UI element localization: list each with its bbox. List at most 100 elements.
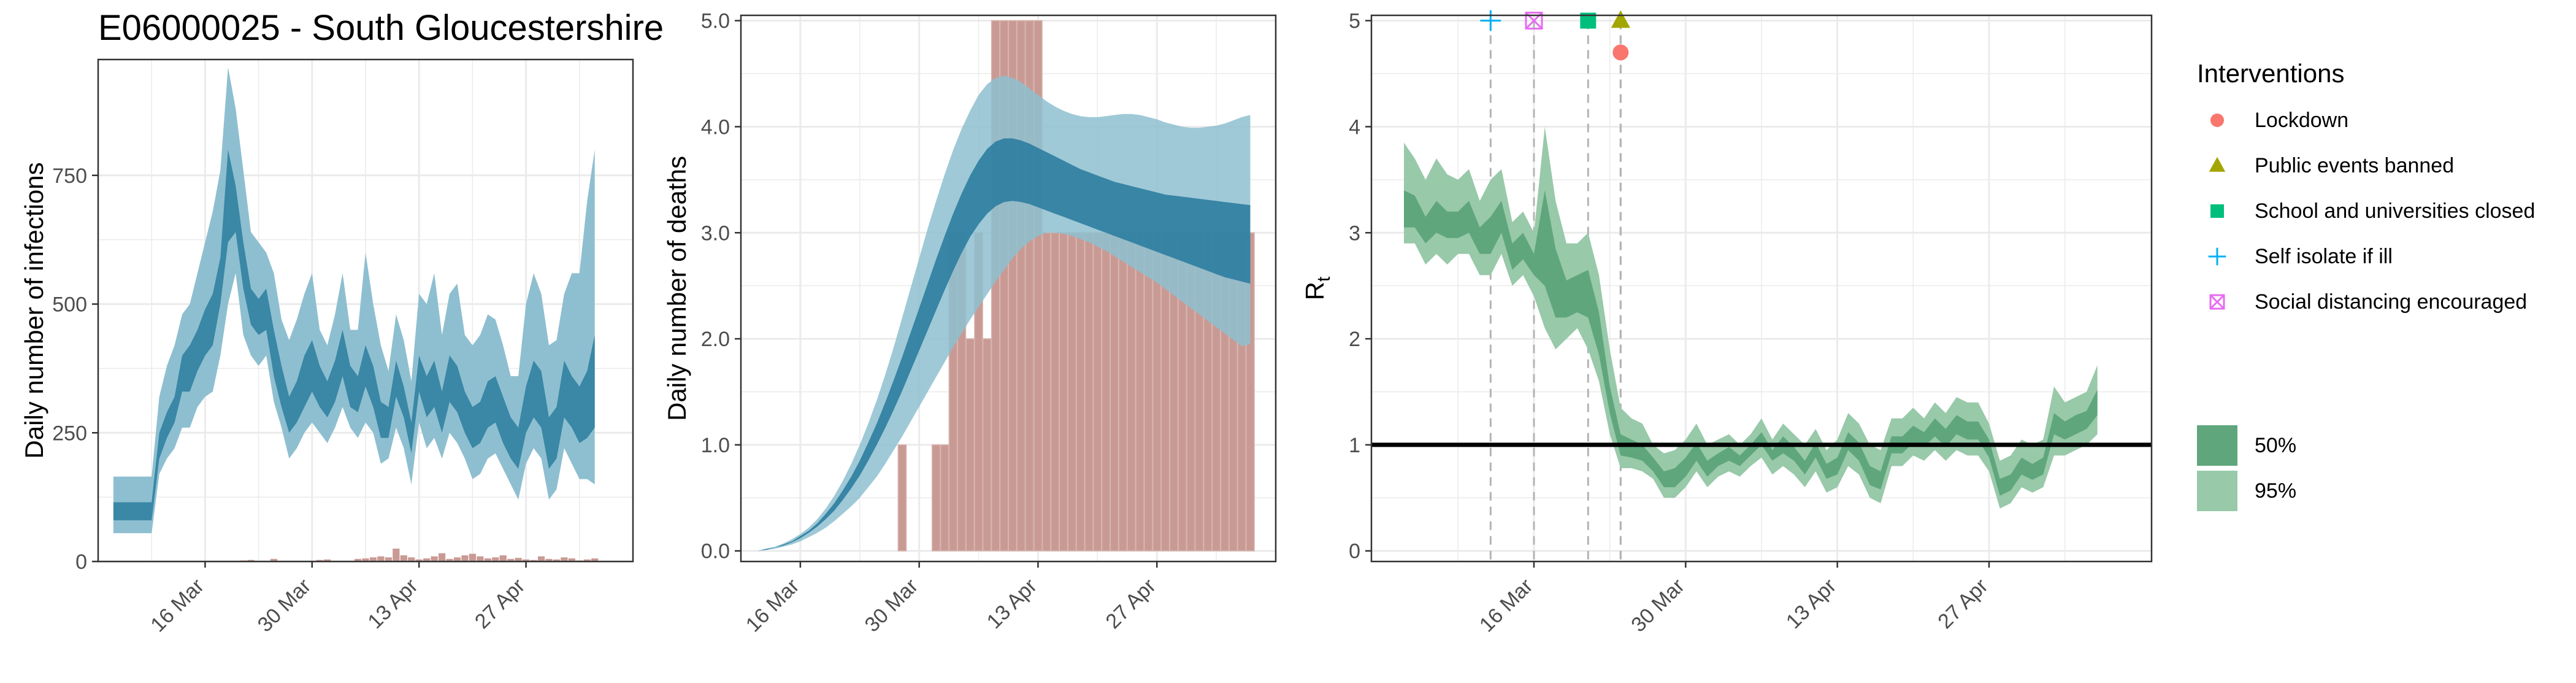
observed-bar xyxy=(568,558,575,561)
observed-cases-bars xyxy=(240,549,599,561)
observed-bar xyxy=(461,555,469,561)
legend-item-label: Social distancing encouraged xyxy=(2255,290,2528,314)
y-tick-label: 0 xyxy=(1349,540,1360,563)
y-tick-label: 5.0 xyxy=(701,10,730,33)
legend-band-swatch xyxy=(2197,425,2237,466)
observed-bar xyxy=(515,558,522,561)
y-tick-label: 250 xyxy=(52,422,87,445)
observed-bar xyxy=(431,556,438,561)
triangle-icon xyxy=(2209,156,2226,172)
observed-bar xyxy=(507,558,515,561)
rt-x-axis: 16 Mar 30 Mar 13 Apr 27 Apr xyxy=(1475,561,1993,636)
rt-chart: 0 1 2 3 4 5 16 Mar 30 Mar 13 Apr 27 Apr Rt xyxy=(1300,10,2153,636)
y-tick-label: 3 xyxy=(1349,222,1360,245)
legend-item-square: School and universities closed xyxy=(2197,193,2565,230)
x-tick-label: 27 Apr xyxy=(470,574,529,633)
x-tick-label: 16 Mar xyxy=(1475,574,1538,637)
legend-item-label: Public events banned xyxy=(2255,153,2455,177)
y-tick-label: 0 xyxy=(75,550,87,574)
interventions-legend-title: Interventions xyxy=(2197,59,2345,88)
legend-band-swatch xyxy=(2197,471,2237,511)
self-isolate-marker xyxy=(2208,247,2226,266)
y-tick-label: 500 xyxy=(52,293,87,317)
rt-band-50 xyxy=(1404,190,2098,496)
observed-bar xyxy=(1092,232,1102,552)
observed-bar xyxy=(316,560,323,561)
deaths-chart: 0.0 1.0 2.0 3.0 4.0 5.0 16 Mar 30 Mar 13 Apr 27 A… xyxy=(662,10,1277,636)
observed-bar xyxy=(1084,232,1094,552)
y-tick-label: 1.0 xyxy=(701,434,730,457)
y-tick-label: 750 xyxy=(52,164,87,188)
observed-bar xyxy=(377,556,385,561)
x-tick-label: 13 Apr xyxy=(363,574,422,633)
observed-bar xyxy=(408,557,415,561)
deaths-x-axis: 16 Mar 30 Mar 13 Apr 27 Apr xyxy=(742,561,1160,636)
x-tick-label: 27 Apr xyxy=(1933,574,1992,633)
social-distancing-marker xyxy=(2209,294,2225,310)
observed-bar xyxy=(247,560,255,561)
deaths-panel-border xyxy=(740,14,1277,563)
rt-y-axis: 0 1 2 3 4 5 xyxy=(1349,10,1371,563)
observed-bar xyxy=(1135,232,1144,552)
observed-bar xyxy=(1101,232,1111,552)
observed-bar xyxy=(522,559,530,561)
observed-bar xyxy=(1127,232,1137,552)
observed-bar xyxy=(1143,232,1153,552)
infections-y-axis-title: Daily number of infections xyxy=(20,162,48,458)
deaths-y-axis-title: Daily number of deaths xyxy=(662,156,691,421)
bands-legend: 50% 95% xyxy=(2197,423,2442,515)
observed-bar xyxy=(1050,232,1060,552)
observed-bar xyxy=(897,444,907,552)
x-tick-label: 30 Mar xyxy=(253,574,316,637)
legend-item-label: Self isolate if ill xyxy=(2255,244,2393,268)
y-tick-label: 0.0 xyxy=(701,540,730,563)
infections-chart: 0 250 500 750 16 Mar 30 Mar 13 Apr 27 Apr Daily … xyxy=(20,58,634,637)
y-tick-label: 3.0 xyxy=(701,222,730,245)
observed-bar xyxy=(400,555,407,561)
observed-bar xyxy=(270,558,278,561)
rt-panel-border xyxy=(1370,14,2153,563)
observed-bar xyxy=(1076,232,1086,552)
legend-band-50pct: 50% xyxy=(2197,423,2442,468)
legend-item-plus: Self isolate if ill xyxy=(2197,238,2565,275)
circle-icon xyxy=(2210,114,2224,127)
rt-y-axis-title: Rt xyxy=(1300,276,1334,300)
observed-bar xyxy=(940,444,949,552)
observed-bar xyxy=(561,557,568,561)
observed-bar xyxy=(1067,232,1077,552)
observed-bar xyxy=(1041,232,1051,552)
x-tick-label: 16 Mar xyxy=(146,574,209,637)
observed-bar xyxy=(324,559,331,561)
public-events-marker xyxy=(1611,10,1630,28)
deaths-y-axis: 0.0 1.0 2.0 3.0 4.0 5.0 xyxy=(701,10,741,563)
y-tick-label: 5 xyxy=(1349,10,1360,33)
observed-bar xyxy=(1110,232,1119,552)
observed-bar xyxy=(423,558,431,561)
observed-bar xyxy=(583,559,591,561)
observed-bar xyxy=(415,559,423,561)
lockdown-marker xyxy=(1612,44,1629,61)
observed-bar xyxy=(537,556,545,561)
y-tick-label: 2.0 xyxy=(701,328,730,351)
legend-band-95pct: 95% xyxy=(2197,469,2442,513)
observed-bar xyxy=(438,553,446,561)
infections-panel-border xyxy=(97,58,634,563)
page-title: E06000025 - South Gloucestershire xyxy=(98,8,664,48)
observed-bar xyxy=(1118,232,1128,552)
observed-bar xyxy=(1059,232,1068,552)
lockdown-marker xyxy=(2210,114,2224,127)
observed-bar xyxy=(354,558,362,561)
observed-bar xyxy=(369,557,377,561)
observed-bar xyxy=(545,558,553,561)
public-events-marker xyxy=(2209,156,2226,172)
observed-bar xyxy=(446,558,453,561)
legend-item-label: School and universities closed xyxy=(2255,199,2536,223)
legend-item-label: Lockdown xyxy=(2255,108,2349,132)
observed-bar xyxy=(484,558,491,561)
x-tick-label: 30 Mar xyxy=(1627,574,1689,637)
school-closed-marker xyxy=(2210,204,2224,218)
observed-bar xyxy=(492,557,499,561)
self-isolate-marker xyxy=(1480,10,1501,31)
legend-item-boxx: Social distancing encouraged xyxy=(2197,284,2565,320)
